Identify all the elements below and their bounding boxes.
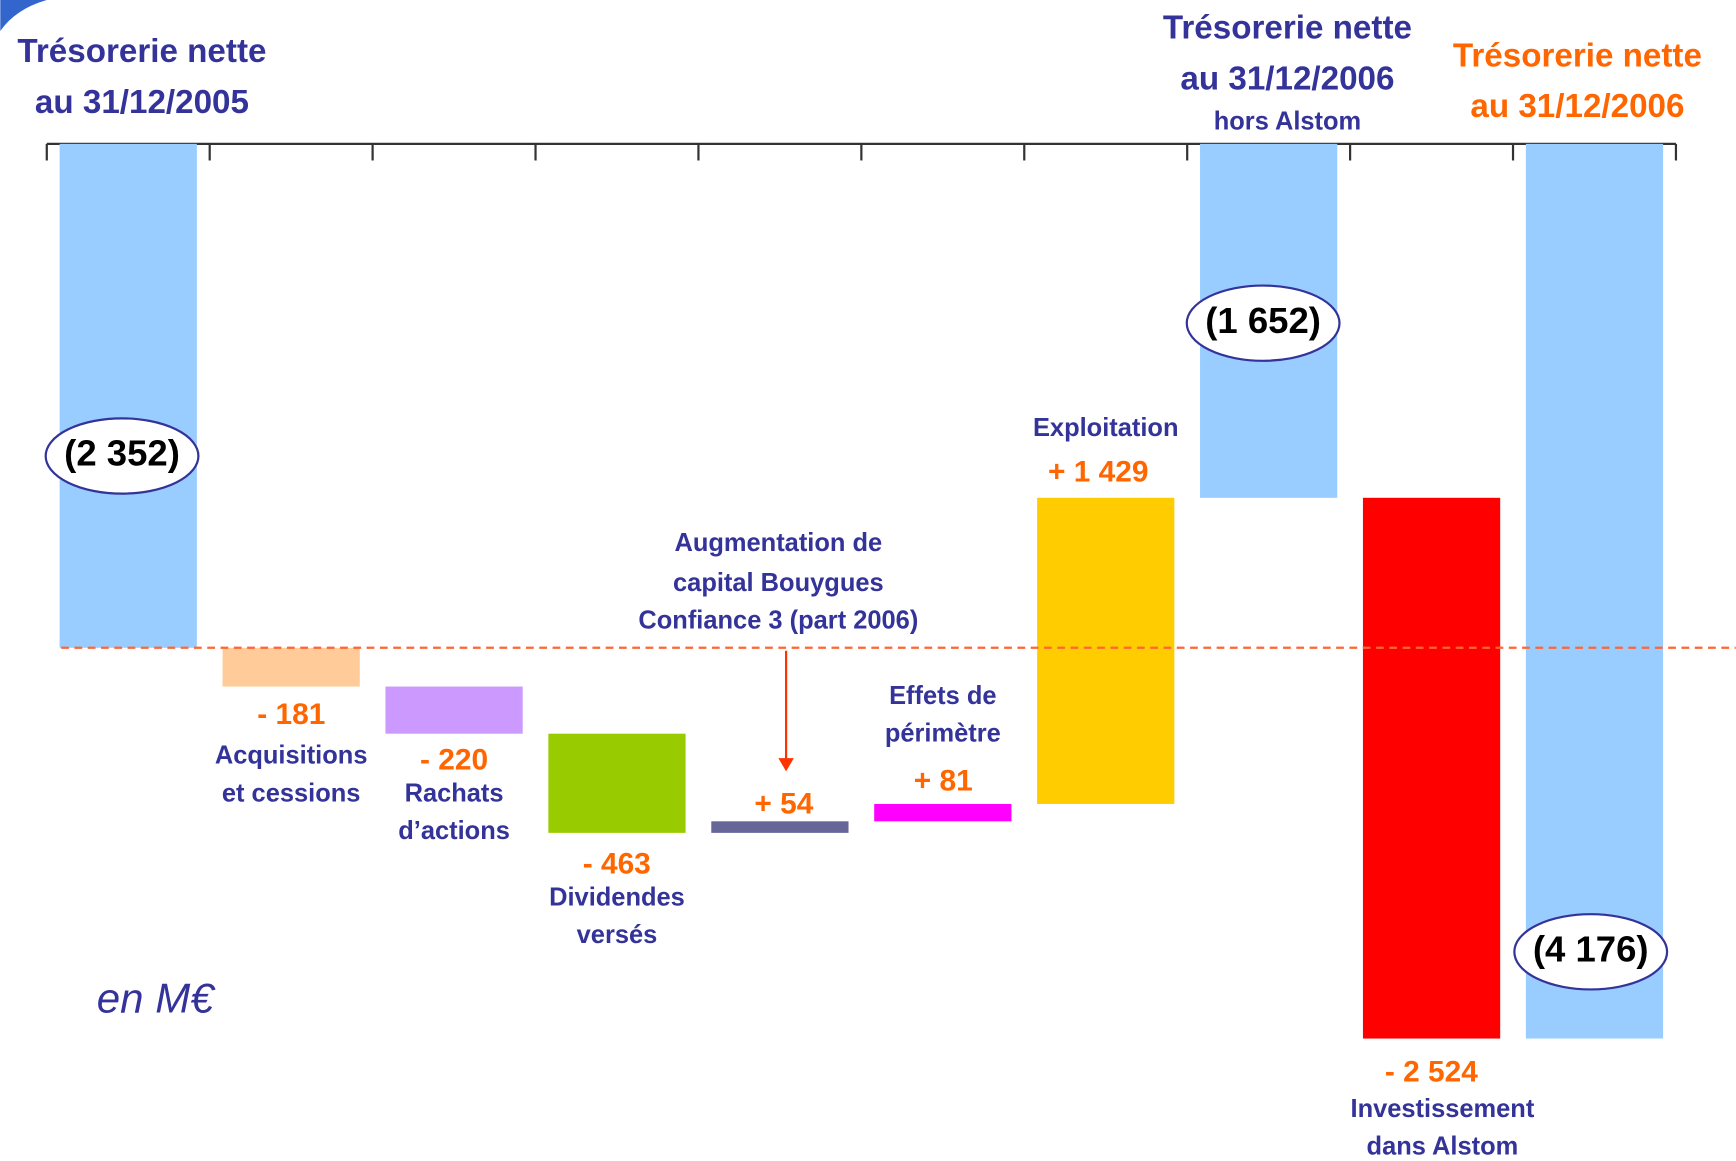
category-label: Investissement xyxy=(1351,1095,1535,1123)
category-label: au 31/12/2006 xyxy=(1470,88,1684,125)
bar xyxy=(1362,497,1501,1039)
category-label: périmètre xyxy=(885,720,1001,748)
bar xyxy=(59,143,197,648)
category-label: Trésorerie nette xyxy=(17,33,266,70)
value-label: + 54 xyxy=(754,788,813,821)
category-label: Effets de xyxy=(889,682,996,710)
bar xyxy=(711,821,849,833)
category-label: et cessions xyxy=(222,779,361,807)
value-label: (4 176) xyxy=(1533,928,1649,969)
value-label: + 1 429 xyxy=(1048,456,1149,489)
bar xyxy=(548,733,686,833)
value-badge xyxy=(1185,284,1341,362)
value-label: - 181 xyxy=(257,698,325,731)
bar xyxy=(222,647,360,687)
value-label: (1 652) xyxy=(1205,300,1321,341)
category-label: dans Alstom xyxy=(1367,1132,1519,1160)
bar xyxy=(1037,497,1175,804)
category-label: hors Alstom xyxy=(1214,108,1361,136)
pointer-arrow-head xyxy=(778,758,794,772)
bar xyxy=(1525,143,1664,1039)
bar xyxy=(874,803,1012,822)
category-label: capital Bouygues xyxy=(673,569,884,597)
category-label: Augmentation de xyxy=(674,529,882,557)
category-label: Exploitation xyxy=(1033,414,1179,442)
value-label: - 2 524 xyxy=(1385,1055,1478,1088)
category-label: Rachats xyxy=(405,779,504,807)
category-label: Dividendes xyxy=(549,883,685,911)
category-label: versés xyxy=(577,921,658,949)
value-badge xyxy=(1513,913,1669,991)
category-label: Confiance 3 (part 2006) xyxy=(638,607,918,635)
category-label: au 31/12/2005 xyxy=(35,84,249,121)
category-label: Acquisitions xyxy=(215,742,368,770)
corner-decoration xyxy=(0,0,47,31)
category-label: d’actions xyxy=(398,817,510,845)
value-label: - 463 xyxy=(583,847,651,880)
value-label: + 81 xyxy=(914,764,973,797)
category-label: Trésorerie nette xyxy=(1163,10,1412,47)
value-label: (2 352) xyxy=(64,433,180,474)
bar xyxy=(385,686,523,734)
value-label: - 220 xyxy=(420,743,488,776)
value-badge xyxy=(44,417,200,495)
category-label: au 31/12/2006 xyxy=(1180,61,1394,98)
unit-note: en M€ xyxy=(97,975,216,1022)
category-label: Trésorerie nette xyxy=(1453,37,1702,74)
